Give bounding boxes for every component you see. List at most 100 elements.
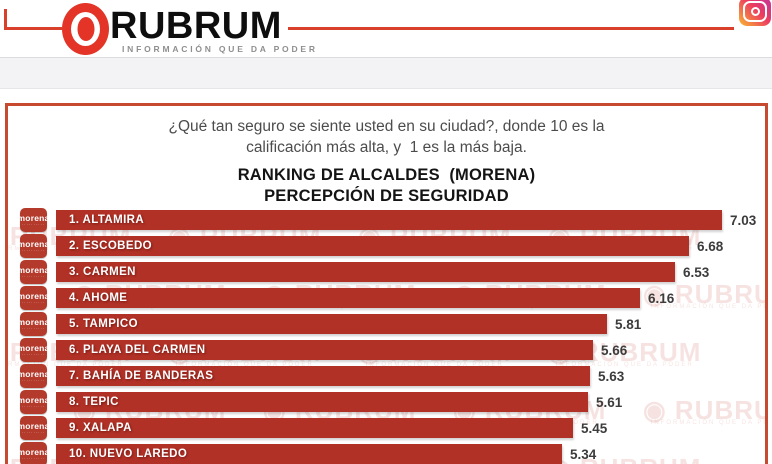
rubrum-watermark-tagline: INFORMACIÓN QUE DA PODER (175, 362, 314, 368)
chart-row: morena ·········· 10. NUEVO LAREDO 5.34 (17, 441, 765, 464)
rubrum-watermark-tagline: INFORMACIÓN QUE DA PODER (650, 304, 765, 310)
rank-bar: 7. BAHÍA DE BANDERAS (56, 366, 590, 386)
morena-badge: morena ·········· (17, 234, 50, 258)
morena-badge-label: morena (17, 290, 50, 301)
morena-badge-subtext: ·········· (21, 351, 46, 357)
page-background-band (0, 58, 772, 89)
brand-name: RUBRUM (110, 5, 282, 47)
header-accent-line-right (288, 27, 734, 30)
morena-badge: morena ·········· (18, 260, 49, 284)
rank-bar-value: 5.63 (598, 368, 625, 384)
chart-row: morena ·········· 8. TEPIC 5.61 (17, 389, 765, 415)
rubrum-logo-icon (62, 3, 109, 55)
morena-badge: morena ·········· (17, 442, 50, 464)
rank-bar-label: 6. PLAYA DEL CARMEN (69, 344, 206, 356)
rank-bar: 8. TEPIC (56, 392, 588, 412)
chart-row: morena ·········· 6. PLAYA DEL CARMEN 5.66 (17, 337, 765, 363)
morena-badge: morena ·········· (17, 312, 50, 336)
rank-bar-value: 5.66 (601, 342, 628, 358)
morena-badge-label: morena (17, 238, 50, 249)
rubrum-watermark-tagline: INFORMACIÓN QUE DA PODER (555, 362, 694, 368)
chart-row: morena ·········· 7. BAHÍA DE BANDERAS 5.63 (17, 363, 765, 389)
rank-bar-label: 8. TEPIC (69, 396, 119, 408)
morena-badge-subtext: ·········· (21, 377, 46, 383)
morena-badge-subtext: ·········· (21, 455, 46, 461)
rubrum-watermark-text: ◉ RUBRUM (548, 455, 701, 464)
morena-badge-label: morena (17, 342, 50, 353)
rank-bar-value: 5.34 (570, 446, 597, 462)
rank-bar-value: 5.45 (581, 420, 608, 436)
rank-bar: 2. ESCOBEDO (56, 236, 689, 256)
morena-badge-subtext: ·········· (21, 429, 46, 435)
rank-bar-value: 7.03 (730, 212, 757, 228)
morena-badge-subtext: ·········· (21, 221, 46, 227)
rank-bar-value: 6.16 (648, 290, 675, 306)
survey-question: ¿Qué tan seguro se siente usted en su ci… (8, 117, 765, 158)
rank-bar: 5. TAMPICO (56, 314, 607, 334)
morena-badge-label: morena (17, 394, 50, 405)
rank-bar-label: 7. BAHÍA DE BANDERAS (69, 370, 214, 382)
morena-badge-label: morena (17, 212, 50, 223)
rank-bar-label: 5. TAMPICO (69, 318, 138, 330)
bar-rows: morena ·········· 1. ALTAMIRA 7.03 morena ···… (17, 207, 765, 464)
chart-title-line2: PERCEPCIÓN DE SEGURIDAD (264, 187, 509, 205)
rank-bar-value: 5.61 (596, 394, 623, 410)
rank-bar: 4. AHOME (56, 288, 640, 308)
survey-question-line1: ¿Qué tan seguro se siente usted en su ci… (168, 118, 605, 135)
rank-bar: 10. NUEVO LAREDO (56, 444, 562, 464)
rank-bar-label: 2. ESCOBEDO (69, 240, 153, 252)
chart-row: morena ·········· 9. XALAPA 5.45 (17, 415, 765, 441)
rank-bar: 1. ALTAMIRA (56, 210, 722, 230)
rank-bar-label: 3. CARMEN (69, 266, 136, 278)
rank-bar: 9. XALAPA (56, 418, 573, 438)
chart-row: morena ·········· 4. AHOME 6.16 (17, 285, 765, 311)
rubrum-watermark-tagline: INFORMACIÓN QUE DA PODER (8, 362, 124, 368)
chart-row: morena ·········· 3. CARMEN 6.53 (18, 259, 765, 285)
morena-badge-subtext: ·········· (21, 273, 46, 279)
morena-badge-label: morena (17, 316, 50, 327)
rubrum-watermark-tagline: INFORMACIÓN QUE DA PODER (365, 362, 504, 368)
header: RUBRUM INFORMACIÓN QUE DA PODER (0, 0, 772, 58)
rank-bar-label: 1. ALTAMIRA (69, 214, 145, 226)
morena-badge-subtext: ·········· (21, 299, 46, 305)
morena-badge-label: morena (17, 420, 50, 431)
morena-badge: morena ·········· (17, 364, 50, 388)
chart-title: RANKING DE ALCALDES (MORENA) PERCEPCIÓN … (8, 165, 765, 207)
rank-bar-value: 5.81 (615, 316, 642, 332)
rubrum-watermark-text: ◉ RUBRUM (643, 395, 765, 425)
rank-bar-value: 6.68 (697, 238, 724, 254)
morena-badge-subtext: ·········· (21, 403, 46, 409)
chart-row: morena ·········· 2. ESCOBEDO 6.68 (17, 233, 765, 259)
header-accent-line-vertical (4, 9, 7, 30)
rubrum-watermark-text: ◉ RUBRUM (643, 279, 765, 309)
instagram-camera-glyph (743, 1, 767, 22)
rubrum-logo-core (77, 17, 94, 41)
morena-badge: morena ·········· (17, 208, 50, 232)
morena-badge-label: morena (17, 446, 50, 457)
survey-question-line2: calificación más alta, y 1 es la más baj… (246, 138, 527, 156)
rank-bar-value: 6.53 (683, 264, 710, 280)
morena-badge-label: morena (17, 368, 50, 379)
chart-row: morena ·········· 5. TAMPICO 5.81 (17, 311, 765, 337)
instagram-icon[interactable] (739, 0, 771, 26)
morena-badge: morena ·········· (17, 338, 50, 362)
morena-badge-subtext: ·········· (21, 247, 46, 253)
morena-badge: morena ·········· (17, 416, 50, 440)
rank-bar-label: 9. XALAPA (69, 422, 132, 434)
rank-bar-label: 4. AHOME (69, 292, 128, 304)
chart-title-line1: RANKING DE ALCALDES (MORENA) (237, 166, 536, 184)
rank-bar: 6. PLAYA DEL CARMEN (56, 340, 593, 360)
header-accent-line-left (4, 27, 62, 30)
rubrum-watermark-tagline: INFORMACIÓN QUE DA PODER (650, 420, 765, 426)
brand-tagline: INFORMACIÓN QUE DA PODER (122, 44, 318, 54)
chart-row: morena ·········· 1. ALTAMIRA 7.03 (17, 207, 765, 233)
rank-bar: 3. CARMEN (56, 262, 675, 282)
rank-bar-label: 10. NUEVO LAREDO (69, 448, 188, 460)
morena-badge: morena ·········· (17, 286, 50, 310)
morena-badge: morena ·········· (17, 390, 50, 414)
